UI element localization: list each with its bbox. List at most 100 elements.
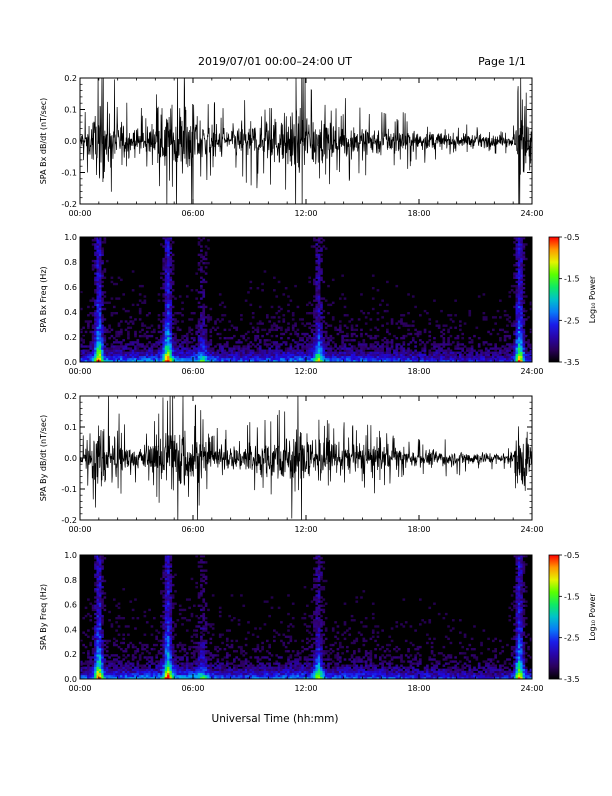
spectrogram-cell <box>191 578 194 580</box>
spectrogram-cell <box>127 675 130 677</box>
spectrogram-cell <box>341 354 344 356</box>
spectrogram-cell <box>381 345 384 347</box>
spectrogram-cell <box>365 345 368 347</box>
spectrogram-cell <box>162 615 165 617</box>
spectrogram-cell <box>337 354 340 356</box>
spectrogram-cell <box>217 660 220 662</box>
spectrogram-cell <box>518 256 521 258</box>
spectrogram-cell <box>94 652 97 654</box>
spectrogram-cell <box>108 669 111 671</box>
spectrogram-cell <box>92 650 95 652</box>
spectrogram-cell <box>252 350 255 352</box>
spectrogram-cell <box>242 673 245 675</box>
spectrogram-cell <box>287 650 290 652</box>
spectrogram-cell <box>282 667 285 669</box>
spectrogram-cell <box>259 675 262 677</box>
spectrogram-cell <box>101 646 104 648</box>
spectrogram-cell <box>313 354 316 356</box>
spectrogram-cell <box>118 607 121 609</box>
spectrogram-cell <box>499 339 502 341</box>
spectrogram-cell <box>87 675 90 677</box>
spectrogram-cell <box>240 673 243 675</box>
spectrogram-cell <box>278 343 281 345</box>
spectrogram-cell <box>478 345 481 347</box>
spectrogram-cell <box>118 341 121 343</box>
spectrogram-cell <box>174 665 177 667</box>
spectrogram-cell <box>351 327 354 329</box>
spectrogram-cell <box>322 331 325 333</box>
spectrogram-cell <box>313 314 316 316</box>
spectrogram-cell <box>198 565 201 567</box>
spectrogram-cell <box>294 345 297 347</box>
spectrogram-cell <box>525 318 528 320</box>
spectrogram-cell <box>273 671 276 673</box>
spectrogram-cell <box>280 671 283 673</box>
spectrogram-cell <box>240 341 243 343</box>
spectrogram-cell <box>132 646 135 648</box>
spectrogram-cell <box>125 358 128 360</box>
spectrogram-cell <box>499 358 502 360</box>
colorbar-tick-label: -1.5 <box>564 275 580 284</box>
spectrogram-cell <box>169 565 172 567</box>
spectrogram-cell <box>292 356 295 358</box>
spectrogram-cell <box>450 358 453 360</box>
spectrogram-cell <box>174 654 177 656</box>
spectrogram-cell <box>118 675 121 677</box>
spectrogram-cell <box>247 354 250 356</box>
spectrogram-cell <box>353 354 356 356</box>
spectrogram-cell <box>205 341 208 343</box>
spectrogram-cell <box>158 652 161 654</box>
spectrogram-cell <box>240 356 243 358</box>
spectrogram-cell <box>315 314 318 316</box>
spectrogram-cell <box>153 662 156 664</box>
spectrogram-cell <box>417 331 420 333</box>
spectrogram-cell <box>518 279 521 281</box>
spectrogram-cell <box>85 646 88 648</box>
spectrogram-cell <box>162 335 165 337</box>
spectrogram-cell <box>198 302 201 304</box>
spectrogram-cell <box>513 345 516 347</box>
spectrogram-cell <box>447 352 450 354</box>
spectrogram-cell <box>261 329 264 331</box>
spectrogram-cell <box>94 584 97 586</box>
spectrogram-cell <box>518 322 521 324</box>
spectrogram-cell <box>162 634 165 636</box>
spectrogram-cell <box>181 658 184 660</box>
spectrogram-cell <box>115 283 118 285</box>
spectrogram-cell <box>325 341 328 343</box>
spectrogram-cell <box>219 320 222 322</box>
spectrogram-cell <box>144 644 147 646</box>
spectrogram-cell <box>169 268 172 270</box>
spectrogram-cell <box>315 352 318 354</box>
spectrogram-cell <box>384 341 387 343</box>
spectrogram-cell <box>407 358 410 360</box>
spectrogram-cell <box>195 646 198 648</box>
spectrogram-cell <box>129 327 132 329</box>
spectrogram-cell <box>101 352 104 354</box>
spectrogram-cell <box>315 354 318 356</box>
spectrogram-cell <box>341 275 344 277</box>
spectrogram-cell <box>287 629 290 631</box>
x-tick-label: 18:00 <box>407 209 430 218</box>
spectrogram-cell <box>99 590 102 592</box>
spectrogram-cell <box>165 644 168 646</box>
spectrogram-cell <box>407 350 410 352</box>
spectrogram-cell <box>320 254 323 256</box>
spectrogram-cell <box>506 325 509 327</box>
spectrogram-cell <box>200 631 203 633</box>
spectrogram-cell <box>447 350 450 352</box>
spectrogram-cell <box>490 343 493 345</box>
spectrogram-cell <box>231 350 234 352</box>
spectrogram-cell <box>242 675 245 677</box>
spectrogram-cell <box>165 268 168 270</box>
spectrogram-cell <box>278 358 281 360</box>
spectrogram-cell <box>414 354 417 356</box>
spectrogram-cell <box>96 287 99 289</box>
spectrogram-cell <box>167 634 170 636</box>
spectrogram-cell <box>372 287 375 289</box>
spectrogram-cell <box>518 310 521 312</box>
spectrogram-cell <box>523 322 526 324</box>
spectrogram-cell <box>99 588 102 590</box>
spectrogram-cell <box>400 350 403 352</box>
spectrogram-cell <box>162 642 165 644</box>
